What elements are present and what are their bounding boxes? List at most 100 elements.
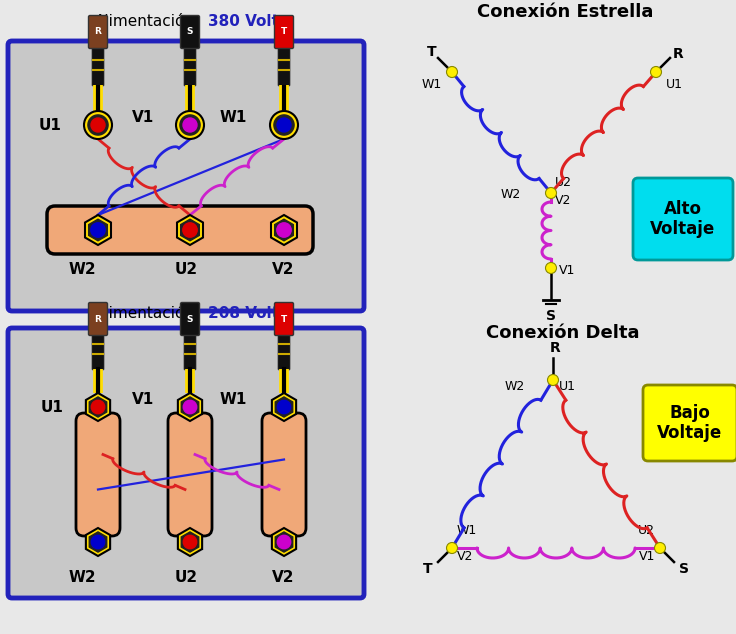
FancyBboxPatch shape (184, 46, 196, 86)
Text: R: R (94, 314, 102, 323)
Circle shape (545, 188, 556, 198)
Text: W1: W1 (219, 392, 247, 406)
Circle shape (183, 535, 197, 548)
FancyBboxPatch shape (8, 328, 364, 598)
Text: V2: V2 (457, 550, 473, 563)
Text: 208 Volts: 208 Volts (208, 306, 288, 321)
Text: S: S (187, 314, 194, 323)
Circle shape (277, 400, 291, 414)
Polygon shape (272, 393, 296, 421)
Text: T: T (281, 314, 287, 323)
Text: U1: U1 (39, 117, 62, 133)
Text: V2: V2 (272, 262, 294, 277)
FancyBboxPatch shape (180, 15, 199, 48)
FancyBboxPatch shape (184, 333, 196, 370)
Polygon shape (181, 397, 199, 417)
Circle shape (274, 115, 294, 135)
Text: W2: W2 (68, 570, 96, 585)
Text: S: S (546, 309, 556, 323)
Text: W2: W2 (505, 380, 525, 393)
FancyBboxPatch shape (643, 385, 736, 461)
FancyBboxPatch shape (275, 302, 294, 335)
Text: W2: W2 (68, 262, 96, 277)
Text: V2: V2 (272, 570, 294, 585)
Circle shape (270, 111, 298, 139)
Polygon shape (181, 532, 199, 552)
Polygon shape (275, 397, 293, 417)
Polygon shape (89, 532, 107, 552)
Circle shape (277, 223, 291, 237)
Text: R: R (673, 47, 683, 61)
Circle shape (545, 262, 556, 273)
Text: R: R (94, 27, 102, 37)
FancyBboxPatch shape (88, 15, 107, 48)
Text: Alimentación: Alimentación (95, 306, 195, 321)
Circle shape (183, 400, 197, 414)
FancyBboxPatch shape (278, 333, 290, 370)
Text: U1: U1 (40, 399, 63, 415)
Circle shape (277, 118, 291, 132)
Circle shape (91, 118, 105, 132)
Text: U2: U2 (174, 570, 197, 585)
Text: W1: W1 (219, 110, 247, 124)
Circle shape (447, 543, 458, 553)
Text: T: T (423, 562, 433, 576)
Text: 380 Volts: 380 Volts (208, 15, 288, 30)
FancyBboxPatch shape (76, 413, 120, 536)
FancyBboxPatch shape (92, 333, 104, 370)
Polygon shape (271, 215, 297, 245)
Circle shape (277, 535, 291, 548)
Text: U1: U1 (559, 380, 576, 393)
Polygon shape (85, 215, 111, 245)
Text: U1: U1 (665, 77, 682, 91)
Polygon shape (178, 393, 202, 421)
Text: V2: V2 (555, 195, 571, 207)
Text: U2: U2 (638, 524, 655, 537)
Text: Alto
Voltaje: Alto Voltaje (651, 200, 715, 238)
Polygon shape (86, 528, 110, 556)
Polygon shape (275, 219, 294, 241)
Circle shape (183, 223, 197, 237)
FancyBboxPatch shape (92, 46, 104, 86)
FancyBboxPatch shape (275, 15, 294, 48)
Circle shape (84, 111, 112, 139)
Text: T: T (281, 27, 287, 37)
Text: S: S (679, 562, 689, 576)
Text: Bajo
Voltaje: Bajo Voltaje (657, 404, 723, 443)
Circle shape (180, 115, 200, 135)
Text: V1: V1 (639, 550, 655, 563)
Text: Conexión Estrella: Conexión Estrella (477, 3, 653, 21)
Polygon shape (178, 528, 202, 556)
Circle shape (91, 535, 105, 548)
Text: W1: W1 (457, 524, 477, 537)
FancyBboxPatch shape (262, 413, 306, 536)
Text: Conexión Delta: Conexión Delta (486, 324, 640, 342)
Circle shape (651, 67, 662, 77)
FancyBboxPatch shape (168, 413, 212, 536)
Text: V1: V1 (132, 392, 154, 406)
FancyBboxPatch shape (633, 178, 733, 260)
Text: W2: W2 (500, 188, 521, 202)
Text: S: S (187, 27, 194, 37)
Polygon shape (275, 532, 293, 552)
Circle shape (548, 375, 559, 385)
Text: Alimentación: Alimentación (95, 15, 195, 30)
Circle shape (183, 118, 197, 132)
Text: V1: V1 (132, 110, 154, 124)
Text: U2: U2 (555, 176, 572, 190)
Polygon shape (89, 397, 107, 417)
FancyBboxPatch shape (278, 46, 290, 86)
Polygon shape (272, 528, 296, 556)
Polygon shape (180, 219, 199, 241)
Circle shape (654, 543, 665, 553)
Circle shape (91, 400, 105, 414)
Text: V1: V1 (559, 264, 576, 276)
FancyBboxPatch shape (88, 302, 107, 335)
FancyBboxPatch shape (47, 206, 313, 254)
Circle shape (447, 67, 458, 77)
FancyBboxPatch shape (180, 302, 199, 335)
Circle shape (91, 223, 105, 237)
Text: U2: U2 (174, 262, 197, 277)
Polygon shape (88, 219, 107, 241)
Text: R: R (550, 341, 560, 355)
